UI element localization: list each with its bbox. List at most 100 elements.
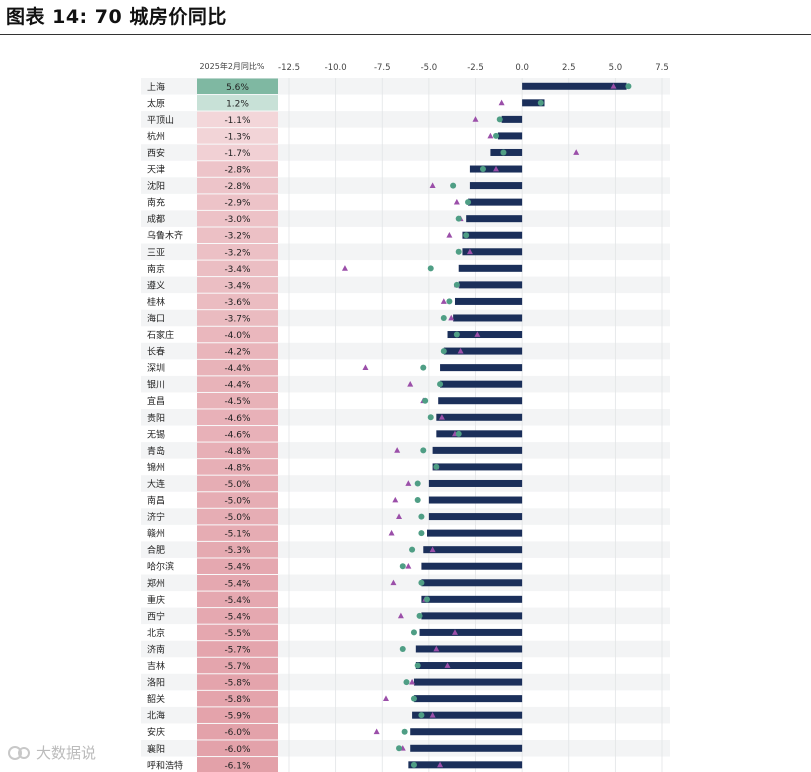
city-label: 锦州 <box>147 461 165 473</box>
circle-marker <box>453 331 460 338</box>
triangle-marker <box>382 695 389 702</box>
value-cell <box>197 227 278 243</box>
value-cell <box>197 111 278 128</box>
value-label: -4.0% <box>224 331 251 341</box>
city-label: 呼和浩特 <box>147 759 183 771</box>
bar <box>497 132 523 140</box>
triangle-marker <box>373 728 380 735</box>
value-cell <box>197 376 278 392</box>
x-axis-ticks: -12.5 -10.0 -7.5 -5.0 -2.5 0.0 2.5 5.0 7.5 <box>278 63 669 73</box>
city-label: 南充 <box>147 197 165 209</box>
value-label: -5.4% <box>224 563 251 573</box>
x-tick-label: -12.5 <box>278 63 300 73</box>
bar <box>436 413 523 421</box>
watermark-logo-icon <box>8 746 30 760</box>
triangle-marker <box>392 496 399 503</box>
circle-marker <box>440 314 447 321</box>
city-label: 海口 <box>147 312 165 324</box>
triangle-marker <box>451 629 458 635</box>
circle-marker <box>455 215 462 222</box>
city-label: 大连 <box>147 478 165 490</box>
value-label: -3.2% <box>224 232 251 242</box>
circle-marker <box>410 629 417 636</box>
city-label: 贵阳 <box>147 412 165 424</box>
value-label: -2.9% <box>224 199 251 209</box>
triangle-marker <box>429 546 436 553</box>
triangle-marker <box>407 380 414 387</box>
value-cell <box>197 293 278 310</box>
value-label: -4.6% <box>224 430 251 440</box>
circle-marker <box>446 298 453 305</box>
value-cell <box>197 194 278 210</box>
x-tick-label: 5.0 <box>609 63 623 73</box>
bar <box>443 347 523 355</box>
circle-marker <box>410 695 417 702</box>
city-label: 韶关 <box>147 693 165 705</box>
bar <box>419 628 523 636</box>
triangle-marker <box>498 99 505 106</box>
city-label: 济南 <box>147 643 165 655</box>
value-cell <box>197 740 278 757</box>
city-label: 遵义 <box>147 279 165 291</box>
value-label: -3.2% <box>224 248 251 258</box>
bar <box>440 364 523 372</box>
value-label: -4.5% <box>224 397 251 407</box>
bar <box>436 430 523 438</box>
bar <box>427 529 523 537</box>
city-label: 北京 <box>147 627 165 639</box>
circle-marker <box>410 761 417 768</box>
value-cell <box>197 177 278 194</box>
bar <box>421 579 523 587</box>
triangle-marker <box>362 364 369 371</box>
bar <box>447 331 523 339</box>
circle-marker <box>420 447 427 454</box>
city-label: 合肥 <box>147 544 165 556</box>
value-label: -3.7% <box>224 314 251 324</box>
triangle-marker <box>487 132 494 139</box>
bar <box>428 496 523 504</box>
city-label: 济宁 <box>147 511 165 523</box>
circle-marker <box>496 116 503 123</box>
triangle-marker <box>440 298 447 304</box>
value-label: -1.7% <box>224 149 251 159</box>
bar <box>522 99 545 107</box>
city-label: 石家庄 <box>147 329 174 341</box>
value-label: -5.3% <box>224 546 251 556</box>
value-label: -3.6% <box>224 298 251 308</box>
city-label: 吉林 <box>147 660 165 672</box>
triangle-marker <box>390 579 397 586</box>
triangle-marker <box>409 678 416 685</box>
circle-marker <box>455 248 462 255</box>
value-cell <box>197 409 278 426</box>
city-label: 西宁 <box>147 610 165 622</box>
bar <box>458 281 523 289</box>
circle-marker <box>422 397 429 404</box>
value-label: -5.4% <box>224 579 251 589</box>
x-tick-label: 2.5 <box>562 63 576 73</box>
triangle-marker <box>405 480 412 486</box>
value-label: -5.0% <box>224 497 251 507</box>
triangle-marker <box>397 612 404 619</box>
page-title: 图表 14: 70 城房价同比 <box>6 6 227 28</box>
circle-marker <box>396 745 403 752</box>
triangle-marker <box>472 116 479 122</box>
value-cell <box>197 723 278 740</box>
circle-marker <box>414 480 421 487</box>
value-label: -2.8% <box>224 166 251 176</box>
city-label: 深圳 <box>147 363 165 374</box>
city-label: 上海 <box>147 81 165 93</box>
value-cell <box>197 343 278 359</box>
city-label: 赣州 <box>147 528 165 540</box>
city-label: 沈阳 <box>147 180 165 192</box>
value-cell <box>197 690 278 707</box>
city-label: 无锡 <box>147 429 165 440</box>
value-cell <box>197 426 278 442</box>
x-tick-label: 0.0 <box>515 63 529 73</box>
triangle-marker <box>438 414 445 420</box>
value-cell <box>197 310 278 326</box>
value-label: -3.4% <box>224 265 251 275</box>
bar <box>415 662 523 670</box>
value-label: -1.1% <box>224 116 251 126</box>
gridlines <box>288 78 663 772</box>
bar <box>408 761 523 769</box>
